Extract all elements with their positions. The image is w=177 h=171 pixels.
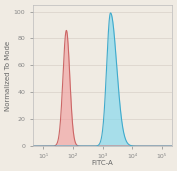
Y-axis label: Normalized To Mode: Normalized To Mode — [5, 40, 11, 110]
X-axis label: FITC-A: FITC-A — [92, 160, 113, 166]
